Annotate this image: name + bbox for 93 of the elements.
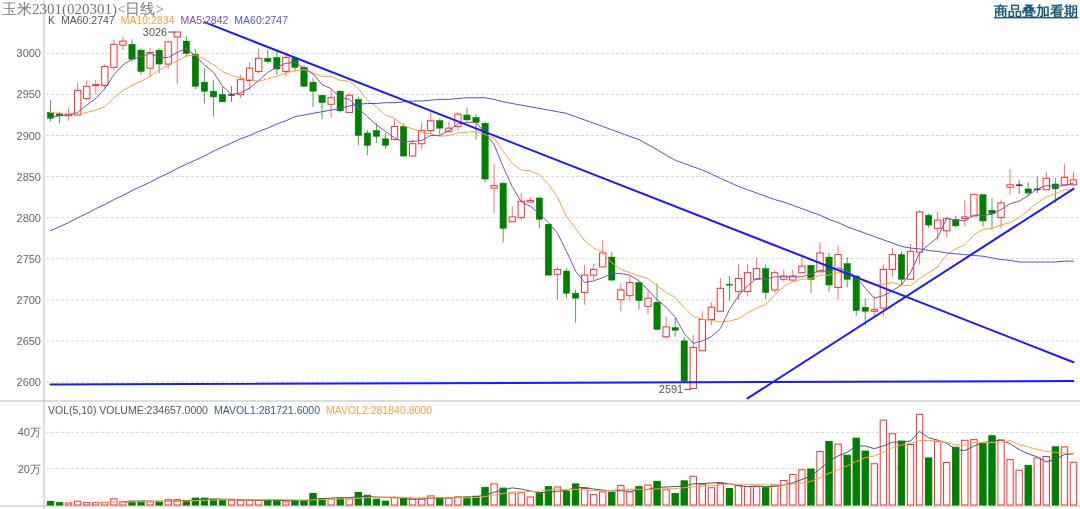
bar — [644, 484, 652, 506]
bar — [870, 463, 878, 506]
bar — [399, 498, 408, 506]
bar — [752, 486, 761, 506]
bar — [64, 502, 73, 506]
y-tick-label: 2650 — [16, 334, 41, 347]
y-tick-label: 20万 — [17, 462, 41, 475]
bar — [562, 490, 571, 506]
bar — [906, 444, 915, 506]
bar — [55, 502, 64, 506]
bar — [762, 487, 770, 506]
bar — [535, 492, 544, 506]
y-tick-label: 2900 — [16, 129, 41, 142]
text: MAVOL2:281840.8000 — [326, 404, 433, 416]
candlestick — [553, 266, 562, 301]
candlestick — [572, 289, 579, 324]
bar — [807, 468, 815, 506]
bar — [381, 500, 390, 506]
bar — [282, 501, 290, 506]
bar — [1024, 465, 1032, 506]
candlestick — [318, 94, 326, 120]
candlestick — [1006, 168, 1014, 196]
bar — [345, 498, 353, 506]
bar — [924, 457, 933, 506]
candlestick — [146, 47, 154, 77]
bar — [888, 433, 897, 506]
candlestick — [599, 239, 607, 268]
candlestick — [762, 263, 770, 300]
y-tick-label: 2750 — [16, 252, 41, 265]
bar — [1060, 446, 1069, 506]
candlestick — [1042, 171, 1050, 191]
candlestick — [563, 268, 570, 299]
bar — [372, 498, 381, 506]
line-series — [50, 97, 1074, 263]
bar — [1069, 461, 1078, 506]
annotation: 3026 — [142, 26, 168, 39]
text: MA60:2747 — [234, 14, 289, 26]
candlestick — [327, 89, 335, 118]
bar — [897, 440, 906, 506]
y-tick-label: 2600 — [16, 375, 41, 388]
candlestick — [662, 315, 670, 339]
y-tick-label: 2700 — [16, 293, 41, 306]
candlestick — [363, 129, 371, 156]
candlestick — [997, 199, 1005, 229]
candlestick — [210, 79, 217, 118]
chart-subtitle: 商品叠加看期 — [993, 3, 1078, 19]
candlestick — [644, 291, 652, 316]
y-tick-label: 3000 — [16, 47, 41, 60]
candlestick — [726, 275, 733, 302]
bar — [834, 443, 842, 506]
bar — [879, 419, 888, 506]
candlestick — [490, 163, 498, 214]
bar — [571, 483, 580, 506]
y-tick-label: 2850 — [16, 170, 41, 183]
bar — [952, 446, 960, 506]
y-tick-label: 2950 — [16, 88, 41, 101]
bar — [816, 450, 824, 506]
candlestick — [164, 40, 172, 70]
bar — [46, 501, 55, 506]
bar — [725, 487, 734, 506]
annotation: VOL(5,10) VOLUME:234657.0000 — [48, 404, 209, 416]
annotation: 2591 — [658, 383, 684, 396]
candlestick — [373, 122, 380, 144]
bar — [825, 441, 833, 506]
y-tick-label: 2800 — [16, 211, 41, 224]
candlestick — [635, 281, 643, 311]
candlestick — [671, 317, 679, 338]
candlestick — [201, 67, 208, 104]
line-series — [95, 440, 1074, 503]
candlestick — [535, 196, 543, 229]
candlestick — [888, 247, 897, 278]
bar — [1051, 446, 1060, 506]
annotation: K — [48, 14, 56, 26]
candlestick — [752, 257, 761, 280]
bar — [390, 497, 399, 506]
candlestick — [707, 301, 716, 326]
bar — [146, 501, 154, 506]
candlestick — [155, 47, 163, 74]
candlestick — [734, 263, 743, 301]
text: MAVOL1:281721.6000 — [213, 404, 321, 416]
candlestick — [173, 31, 181, 85]
y-tick-label: 40万 — [17, 426, 41, 439]
bar — [743, 486, 752, 506]
text: MA5:2842 — [180, 14, 229, 26]
candlestick — [182, 35, 190, 58]
candlestick — [47, 99, 54, 123]
bar — [734, 485, 743, 506]
bar — [608, 491, 616, 506]
candlestick — [716, 277, 725, 312]
bar — [716, 483, 725, 506]
bar — [707, 487, 716, 506]
bar — [915, 413, 924, 506]
bar — [662, 489, 670, 506]
